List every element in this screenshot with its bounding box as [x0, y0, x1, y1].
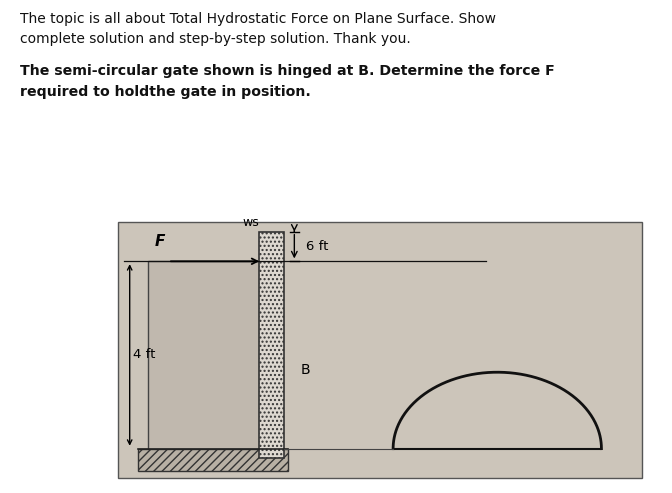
Text: F: F: [155, 234, 165, 249]
Bar: [138, 449, 288, 471]
Text: required to holdthe gate in position.: required to holdthe gate in position.: [20, 85, 311, 99]
Text: B: B: [301, 363, 310, 377]
Text: The topic is all about Total Hydrostatic Force on Plane Surface. Show: The topic is all about Total Hydrostatic…: [20, 12, 496, 26]
Bar: [148, 261, 262, 451]
Polygon shape: [393, 372, 601, 449]
Text: ws: ws: [243, 216, 259, 229]
Bar: [118, 222, 642, 478]
Bar: [259, 232, 284, 458]
Text: complete solution and step-by-step solution. Thank you.: complete solution and step-by-step solut…: [20, 32, 411, 46]
Text: The semi-circular gate shown is hinged at B. Determine the force F: The semi-circular gate shown is hinged a…: [20, 64, 555, 78]
Text: 4 ft: 4 ft: [133, 349, 155, 361]
Text: 6 ft: 6 ft: [306, 240, 329, 253]
